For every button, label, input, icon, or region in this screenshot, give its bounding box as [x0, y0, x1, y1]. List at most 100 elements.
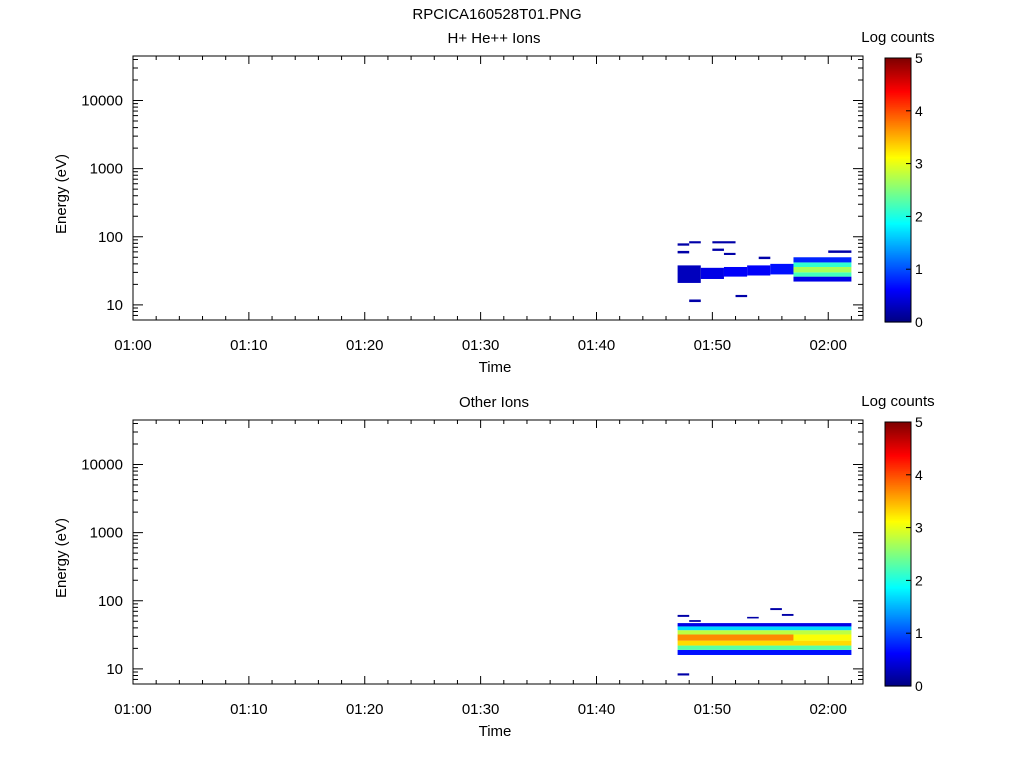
panel-2-colorbar-segment: [885, 540, 911, 543]
panel-2-colorbar-segment: [885, 544, 911, 547]
panel-1-colorbar-segment: [885, 200, 911, 203]
panel-1-colorbar-segment: [885, 298, 911, 301]
panel-2-heatmap-cell-7: [677, 626, 852, 631]
panel-1-x-tick-label-5: 01:40: [578, 337, 616, 354]
panel-2-colorbar-segment: [885, 616, 911, 619]
panel-1-y-tick-label-1: 10: [106, 297, 123, 314]
panel-2-colorbar-segment: [885, 672, 911, 675]
panel-1-colorbar-segment: [885, 202, 911, 205]
panel-1-colorbar-segment: [885, 288, 911, 291]
panel-1-colorbar-segment: [885, 238, 911, 241]
panel-2-x-tick-label-5: 01:40: [578, 701, 616, 718]
panel-1-colorbar-segment: [885, 178, 911, 181]
panel-1-colorbar-segment: [885, 92, 911, 95]
panel-2-colorbar-segment: [885, 650, 911, 653]
panel-1-colorbar-segment: [885, 232, 911, 235]
panel-2-x-tick-label-3: 01:20: [346, 701, 384, 718]
panel-2-colorbar-segment: [885, 644, 911, 647]
panel-1-colorbar-segment: [885, 174, 911, 177]
panel-1-colorbar-segment: [885, 194, 911, 197]
panel-1-colorbar-segment: [885, 310, 911, 313]
panel-2-colorbar-segment: [885, 476, 911, 479]
panel-1-colorbar-segment: [885, 214, 911, 217]
panel-1-heatmap-cell-20: [735, 294, 748, 298]
panel-2-colorbar-segment: [885, 586, 911, 589]
panel-1-colorbar-segment: [885, 80, 911, 83]
panel-2-colorbar-tick-label-5: 5: [915, 414, 923, 430]
panel-2-colorbar-segment: [885, 622, 911, 625]
panel-1-colorbar-label: Log counts: [861, 29, 934, 46]
panel-2-colorbar-segment: [885, 512, 911, 515]
panel-2-colorbar-segment: [885, 684, 911, 687]
panel-2-colorbar-segment: [885, 678, 911, 681]
panel-1-colorbar-segment: [885, 192, 911, 195]
panel-2-colorbar-segment: [885, 516, 911, 519]
panel-2-colorbar-segment: [885, 666, 911, 669]
panel-1-colorbar-segment: [885, 262, 911, 265]
panel-1-colorbar-segment: [885, 272, 911, 275]
panel-1-colorbar-segment: [885, 172, 911, 175]
panel-2-x-tick-label-7: 02:00: [809, 701, 847, 718]
panel-1-colorbar-segment: [885, 188, 911, 191]
panel-2-colorbar-segment: [885, 458, 911, 461]
panel-2-colorbar-segment: [885, 482, 911, 485]
panel-1-heatmap-cell-16: [723, 252, 736, 255]
panel-1-colorbar-segment: [885, 166, 911, 169]
panel-2-colorbar-segment: [885, 582, 911, 585]
panel-1-colorbar-segment: [885, 196, 911, 199]
panel-1-colorbar-segment: [885, 294, 911, 297]
panel-2-colorbar-segment: [885, 608, 911, 611]
panel-2-colorbar-segment: [885, 548, 911, 551]
panel-2-colorbar-segment: [885, 664, 911, 667]
panel-2-colorbar-segment: [885, 422, 911, 425]
panel-2-colorbar-segment: [885, 478, 911, 481]
panel-1-colorbar-tick-label-1: 1: [915, 261, 923, 277]
panel-2-colorbar-segment: [885, 630, 911, 633]
panel-2-colorbar-segment: [885, 568, 911, 571]
panel-2-colorbar-segment: [885, 660, 911, 663]
panel-1-colorbar-segment: [885, 210, 911, 213]
panel-2-heatmap-cell-14: [677, 673, 690, 676]
panel-1-colorbar-segment: [885, 234, 911, 237]
panel-1-heatmap-cell-12: [689, 241, 701, 244]
panel-2-colorbar-segment: [885, 574, 911, 577]
panel-2-colorbar-segment: [885, 432, 911, 435]
panel-1-colorbar-segment: [885, 78, 911, 81]
panel-1-colorbar-segment: [885, 230, 911, 233]
panel-2-colorbar-segment: [885, 474, 911, 477]
panel-1-colorbar-segment: [885, 242, 911, 245]
panel-2-colorbar-segment: [885, 514, 911, 517]
panel-1-colorbar-segment: [885, 254, 911, 257]
panel-1-colorbar-segment: [885, 112, 911, 115]
panel-2-heatmap-cell-5: [793, 634, 852, 641]
panel-1-heatmap-cell-14: [712, 248, 724, 251]
panel-1-colorbar-segment: [885, 222, 911, 225]
panel-2-colorbar-segment: [885, 506, 911, 509]
panel-2-colorbar-segment: [885, 454, 911, 457]
panel-1-colorbar-segment: [885, 84, 911, 87]
panel-1-colorbar-segment: [885, 278, 911, 281]
panel-1-colorbar-segment: [885, 226, 911, 229]
panel-1-colorbar-segment: [885, 70, 911, 73]
panel-1-colorbar-segment: [885, 164, 911, 167]
panel-2-colorbar-segment: [885, 602, 911, 605]
panel-2-heatmap-cell-6: [677, 630, 852, 635]
panel-2-colorbar-segment: [885, 668, 911, 671]
panel-1-colorbar-segment: [885, 160, 911, 163]
panel-1-colorbar-segment: [885, 170, 911, 173]
panel-1-colorbar-segment: [885, 246, 911, 249]
panel-1-colorbar-segment: [885, 292, 911, 295]
panel-2-colorbar-segment: [885, 550, 911, 553]
panel-1-colorbar-segment: [885, 122, 911, 125]
panel-2-colorbar-segment: [885, 538, 911, 541]
panel-2-colorbar-segment: [885, 438, 911, 441]
panel-2-colorbar-segment: [885, 528, 911, 531]
panel-2-heatmap-cell-12: [770, 608, 782, 611]
panel-1-colorbar-segment: [885, 108, 911, 111]
panel-1-heatmap-cell-11: [677, 243, 690, 246]
panel-2-colorbar-segment: [885, 526, 911, 529]
panel-2-colorbar-segment: [885, 656, 911, 659]
panel-1-colorbar-segment: [885, 250, 911, 253]
panel-2-colorbar-segment: [885, 612, 911, 615]
panel-2-colorbar-segment: [885, 658, 911, 661]
